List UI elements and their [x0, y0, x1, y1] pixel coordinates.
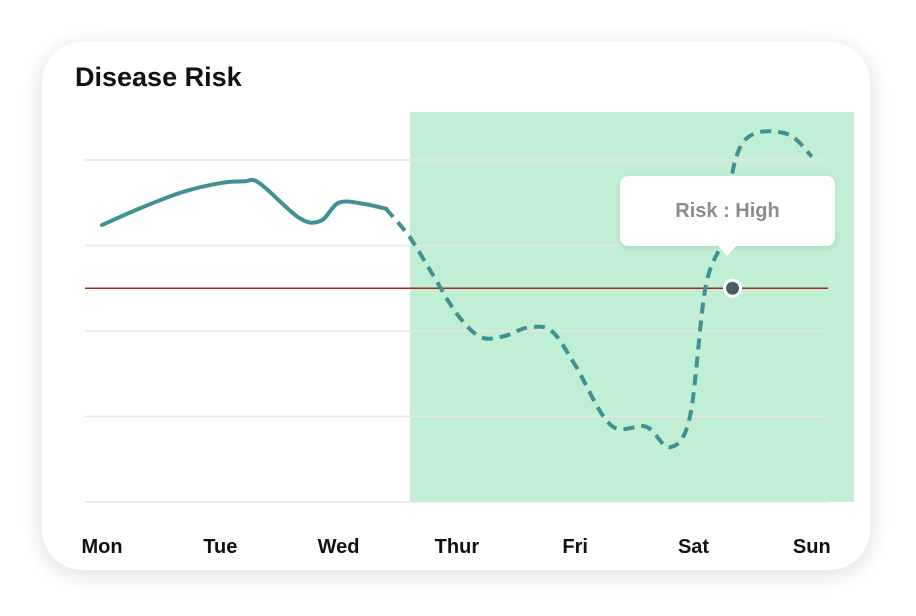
tooltip-label: Risk : High	[675, 199, 780, 222]
x-tick-label: Fri	[562, 536, 588, 558]
x-axis-labels: Mon Tue Wed Thur Fri Sat Sun	[81, 536, 830, 558]
x-tick-label: Mon	[81, 536, 122, 558]
risk-tooltip: Risk : High	[620, 176, 835, 256]
risk-line-observed	[100, 177, 388, 227]
x-tick-label: Tue	[203, 536, 237, 558]
highlight-point[interactable]	[723, 278, 743, 298]
x-tick-label: Sat	[678, 536, 709, 558]
x-tick-label: Thur	[435, 536, 480, 558]
chart-title: Disease Risk	[75, 62, 242, 92]
forecast-region	[410, 112, 854, 502]
x-tick-label: Wed	[318, 536, 360, 558]
x-tick-label: Sun	[793, 536, 831, 558]
risk-line-forecast	[384, 129, 814, 450]
